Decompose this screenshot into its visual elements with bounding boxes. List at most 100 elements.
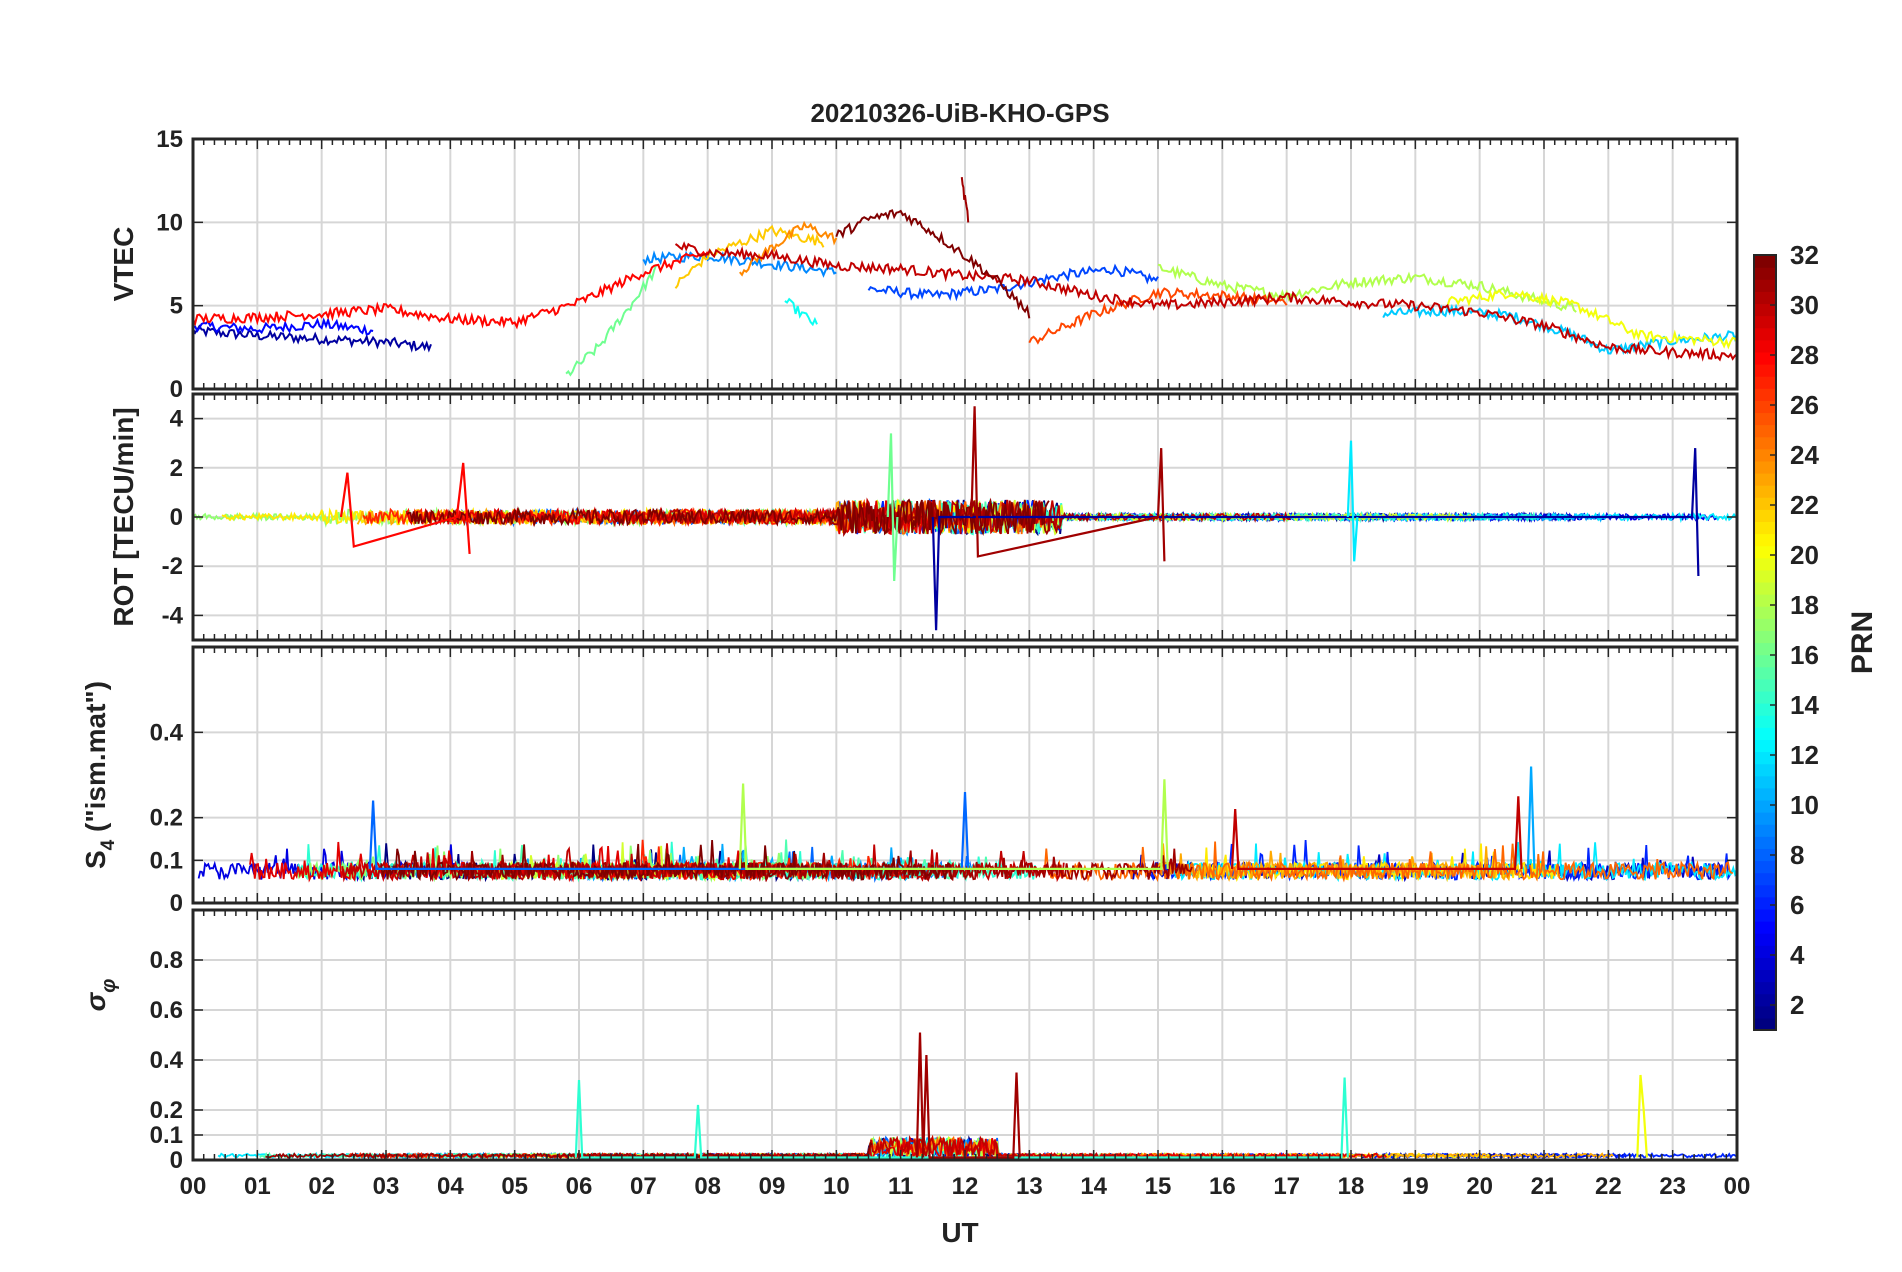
x-tick-label: 19	[1402, 1173, 1429, 1200]
s4-label-sub: 4	[98, 839, 119, 850]
sigma-phi-series-prn-14	[574, 1077, 1349, 1159]
colorbar-swatch	[1754, 654, 1776, 668]
colorbar-swatch	[1754, 799, 1776, 813]
colorbar-swatch	[1754, 485, 1776, 498]
colorbar-swatch	[1754, 666, 1776, 680]
s4-label-rest: ("ism.mat")	[80, 681, 111, 840]
colorbar-swatch	[1754, 400, 1776, 414]
colorbar-swatch	[1754, 739, 1776, 753]
colorbar-tick-label: 32	[1790, 240, 1819, 270]
x-axis-label: UT	[941, 1217, 978, 1248]
colorbar-swatch	[1754, 267, 1776, 280]
colorbar-tick-label: 2	[1790, 990, 1804, 1020]
colorbar-swatch	[1754, 836, 1776, 849]
vtec-series-prn-28	[193, 250, 709, 330]
y-tick-label: 0.1	[150, 847, 183, 874]
y-tick-label: 10	[156, 209, 183, 236]
vtec-series-prn-22	[674, 224, 825, 289]
plot-area-vtec	[193, 176, 1737, 377]
sigma-phi-axis-label: σφ	[80, 979, 120, 1012]
x-tick-label: 01	[244, 1173, 271, 1200]
colorbar-swatch	[1754, 594, 1776, 607]
y-tick-label: 4	[170, 406, 184, 433]
y-tick-label: 5	[170, 293, 183, 320]
colorbar-swatch	[1754, 303, 1776, 317]
colorbar-swatch	[1754, 727, 1776, 740]
vtec-series-prn-32	[835, 209, 1031, 319]
colorbar-tick-label: 14	[1790, 690, 1819, 720]
colorbar-swatch	[1754, 812, 1776, 825]
colorbar-swatch	[1754, 618, 1776, 631]
noise-trace-prn-32	[380, 839, 953, 882]
x-tick-label: 00	[1724, 1173, 1751, 1200]
colorbar-swatch	[1754, 763, 1776, 777]
colorbar-swatch	[1754, 545, 1776, 559]
x-tick-label: 14	[1080, 1173, 1107, 1200]
colorbar-tick-label: 10	[1790, 790, 1819, 820]
x-tick-label: 16	[1209, 1173, 1236, 1200]
colorbar-swatch	[1754, 860, 1776, 874]
y-tick-label: 0.4	[150, 719, 184, 746]
s4-series-prn-18	[738, 779, 1169, 870]
colorbar-swatch	[1754, 981, 1776, 995]
x-tick-label: 10	[823, 1173, 850, 1200]
y-tick-label: 0.4	[150, 1047, 184, 1074]
colorbar-swatch	[1754, 279, 1776, 292]
vtec-series-prn-2	[193, 324, 432, 353]
sigma-phi-series-prn-20	[1636, 1074, 1648, 1158]
vtec-series-prn-26	[1028, 286, 1288, 345]
colorbar-swatch	[1754, 424, 1776, 438]
x-tick-label: 13	[1016, 1173, 1043, 1200]
colorbar-swatch	[1754, 884, 1776, 898]
sigma-label-sub: φ	[98, 979, 120, 993]
s4-series-prn-8	[368, 792, 970, 870]
panel-s4: 0 0.1 0.2 0.4 S4 ("ism.mat")	[80, 645, 1739, 917]
vtec-series-prn-20	[1446, 288, 1737, 350]
x-tick-label: 04	[437, 1173, 464, 1200]
colorbar-swatch	[1754, 630, 1776, 644]
vtec-series-prn-13	[784, 297, 818, 327]
vtec-series-prn-31	[960, 176, 970, 223]
y-tick-label: -2	[162, 553, 183, 580]
x-tick-label: 21	[1531, 1173, 1558, 1200]
sigma-label-main: σ	[80, 991, 111, 1011]
y-tick-label: 15	[156, 126, 183, 153]
colorbar-tick-label: 26	[1790, 390, 1819, 420]
colorbar-swatch	[1754, 255, 1776, 268]
vtec-series-prn-7	[867, 263, 1159, 302]
vtec-series-prn-24	[739, 220, 838, 277]
colorbar-swatch	[1754, 690, 1776, 704]
y-tick-label: 0.1	[150, 1122, 183, 1149]
colorbar-swatch	[1754, 703, 1776, 716]
colorbar-swatch	[1754, 521, 1776, 535]
colorbar-tick-label: 20	[1790, 540, 1819, 570]
y-tick-label: 0	[170, 504, 183, 531]
y-tick-label: 0.2	[150, 1097, 183, 1124]
noise-trace-prn-25	[1039, 841, 1733, 883]
plot-area-s4	[197, 766, 1737, 884]
colorbar-swatch	[1754, 315, 1776, 329]
colorbar-swatch	[1754, 1017, 1776, 1031]
noise-trace-prn-31	[265, 1152, 675, 1160]
colorbar-swatch	[1754, 715, 1776, 728]
colorbar-swatch	[1754, 569, 1776, 583]
colorbar-swatch	[1754, 751, 1776, 765]
y-tick-label: -4	[162, 602, 184, 629]
colorbar-swatch	[1754, 581, 1776, 595]
s4-series-prn-10	[1526, 766, 1536, 869]
colorbar-tick-label: 30	[1790, 290, 1819, 320]
colorbar-swatch	[1754, 678, 1776, 692]
colorbar-swatch	[1754, 363, 1776, 377]
colorbar-swatch	[1754, 921, 1776, 934]
colorbar-swatch	[1754, 872, 1776, 886]
colorbar-swatch	[1754, 351, 1776, 365]
x-tick-label: 00	[180, 1173, 207, 1200]
s4-axis-label: S4 ("ism.mat")	[80, 681, 119, 869]
vtec-axis-label: VTEC	[108, 227, 139, 302]
vtec-series-prn-18	[1157, 263, 1577, 313]
y-tick-label: 0	[170, 1147, 183, 1174]
colorbar-tick-label: 8	[1790, 840, 1804, 870]
noise-trace-prn-32	[406, 498, 1050, 536]
